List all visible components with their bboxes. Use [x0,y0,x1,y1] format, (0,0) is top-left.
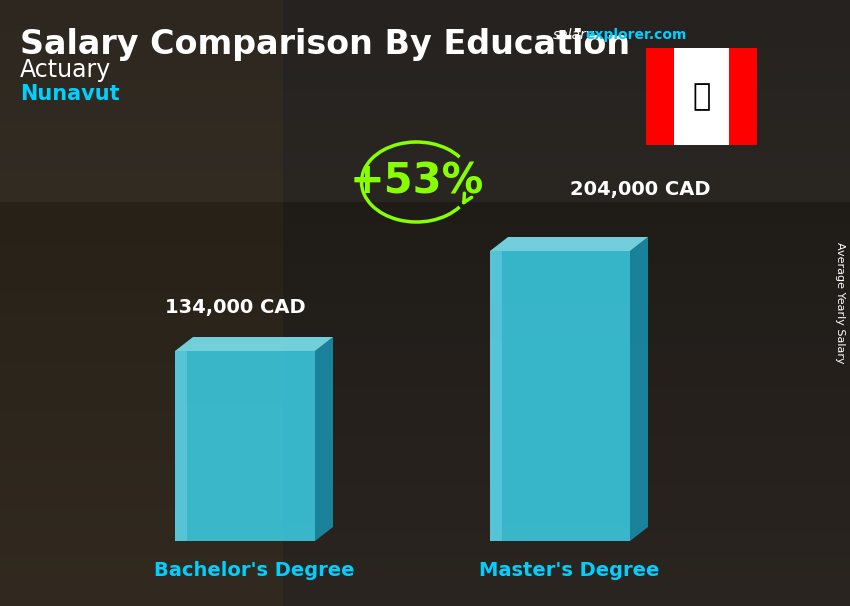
Text: 134,000 CAD: 134,000 CAD [165,298,305,317]
Polygon shape [630,237,648,541]
Text: salary: salary [553,28,595,42]
Polygon shape [728,48,756,145]
Polygon shape [646,48,673,145]
Text: +53%: +53% [349,161,484,203]
Text: Nunavut: Nunavut [20,84,120,104]
Text: Salary Comparison By Education: Salary Comparison By Education [20,28,630,61]
Text: Actuary: Actuary [20,58,111,82]
Polygon shape [315,337,333,541]
Text: 204,000 CAD: 204,000 CAD [570,180,711,199]
Text: Average Yearly Salary: Average Yearly Salary [835,242,845,364]
Text: Bachelor's Degree: Bachelor's Degree [154,561,354,580]
Polygon shape [490,251,502,541]
Polygon shape [175,351,187,541]
Text: explorer.com: explorer.com [585,28,686,42]
Polygon shape [175,351,315,541]
Polygon shape [175,337,333,351]
Polygon shape [646,48,756,145]
Text: Master's Degree: Master's Degree [479,561,660,580]
Text: 🍁: 🍁 [692,82,711,112]
Polygon shape [490,237,648,251]
Polygon shape [490,251,630,541]
